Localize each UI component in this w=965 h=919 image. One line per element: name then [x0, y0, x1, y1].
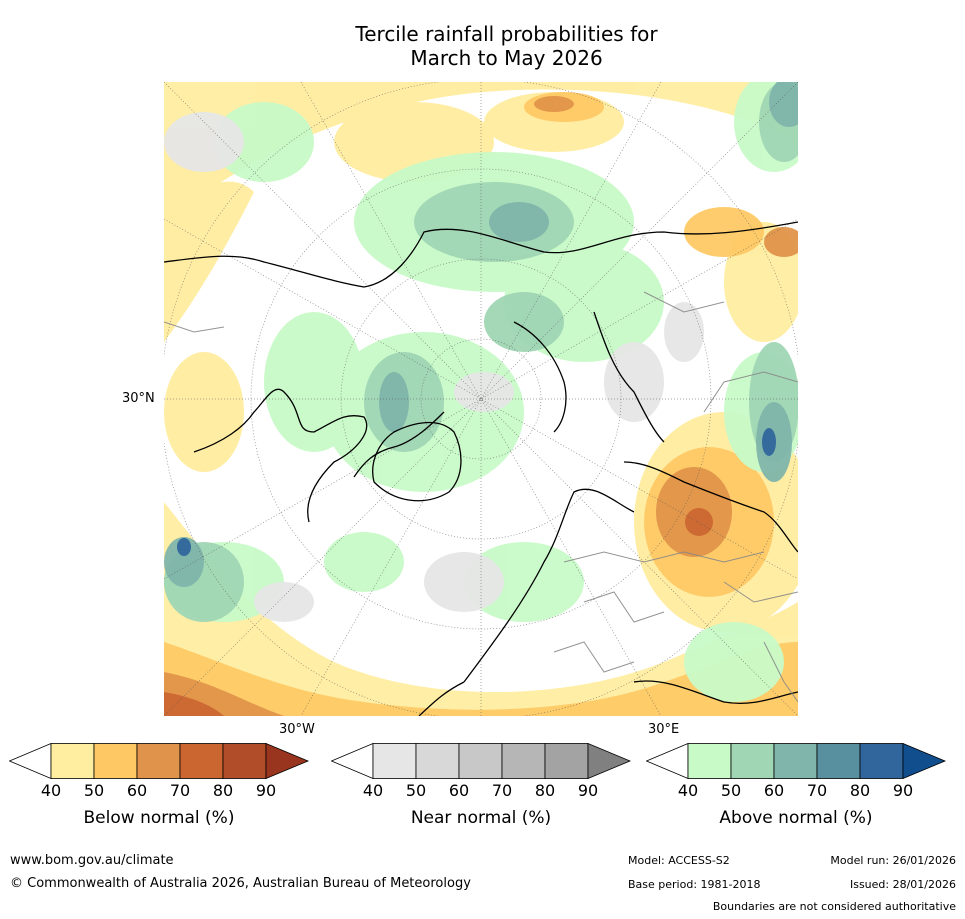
near-segment-2 [415, 743, 460, 779]
coastlines [164, 221, 798, 716]
below-tick-label: 70 [169, 781, 191, 800]
near-tick-label: 60 [448, 781, 470, 800]
below-segment-3 [136, 743, 181, 779]
below-segment-4 [179, 743, 224, 779]
below-tick-label: 80 [212, 781, 234, 800]
above-tick-label: 70 [806, 781, 828, 800]
above-tick-label: 90 [892, 781, 914, 800]
above-tick-label: 40 [677, 781, 699, 800]
near-tick-label: 70 [491, 781, 513, 800]
latitude-label-30n: 30°N [122, 391, 155, 406]
near-segment-5 [544, 743, 589, 779]
near-extend-high [587, 743, 632, 779]
below-tick-label: 60 [126, 781, 148, 800]
below-tick-label: 40 [40, 781, 62, 800]
probability-map [164, 82, 798, 716]
below-normal-colorbar [9, 743, 310, 779]
above-tick-label: 60 [763, 781, 785, 800]
below-tick-label: 90 [255, 781, 277, 800]
near-segment-4 [501, 743, 546, 779]
below-extend-low [9, 743, 52, 779]
country-boundaries [164, 291, 798, 703]
below-segment-2 [93, 743, 138, 779]
model-run-date: Model run: 26/01/2026 [830, 854, 956, 867]
above-segment-1 [687, 743, 732, 779]
below-extend-high [265, 743, 310, 779]
near-extend-low [331, 743, 374, 779]
near-tick-label: 90 [577, 781, 599, 800]
boundaries-disclaimer: Boundaries are not considered authoritat… [712, 900, 956, 913]
map-title: Tercile rainfall probabilities for March… [0, 22, 965, 70]
above-tick-label: 80 [849, 781, 871, 800]
longitude-label-30e: 30°E [648, 722, 680, 737]
above-segment-2 [730, 743, 775, 779]
near-tick-label: 40 [362, 781, 384, 800]
near-tick-label: 80 [534, 781, 556, 800]
title-line-2: March to May 2026 [410, 46, 603, 70]
website-link[interactable]: www.bom.gov.au/climate [10, 853, 174, 868]
below-segment-1 [50, 743, 95, 779]
base-period: Base period: 1981-2018 [628, 878, 761, 891]
above-normal-colorbar [646, 743, 947, 779]
copyright-text: © Commonwealth of Australia 2026, Austra… [10, 876, 471, 891]
above-normal-title: Above normal (%) [719, 808, 873, 828]
near-segment-3 [458, 743, 503, 779]
graticule [164, 82, 798, 716]
below-normal-title: Below normal (%) [83, 808, 235, 828]
issued-date: Issued: 28/01/2026 [849, 878, 956, 891]
above-tick-label: 50 [720, 781, 742, 800]
above-segment-5 [859, 743, 904, 779]
longitude-label-30w: 30°W [279, 722, 315, 737]
near-tick-label: 50 [405, 781, 427, 800]
above-extend-low [646, 743, 689, 779]
model-name: Model: ACCESS-S2 [628, 854, 730, 867]
near-segment-1 [372, 743, 417, 779]
below-tick-label: 50 [83, 781, 105, 800]
below-segment-5 [222, 743, 267, 779]
title-line-1: Tercile rainfall probabilities for [355, 22, 658, 46]
above-extend-high [902, 743, 947, 779]
near-normal-title: Near normal (%) [410, 808, 552, 828]
near-normal-colorbar [331, 743, 632, 779]
above-segment-3 [773, 743, 818, 779]
above-segment-4 [816, 743, 861, 779]
near-normal-regions [164, 112, 704, 622]
